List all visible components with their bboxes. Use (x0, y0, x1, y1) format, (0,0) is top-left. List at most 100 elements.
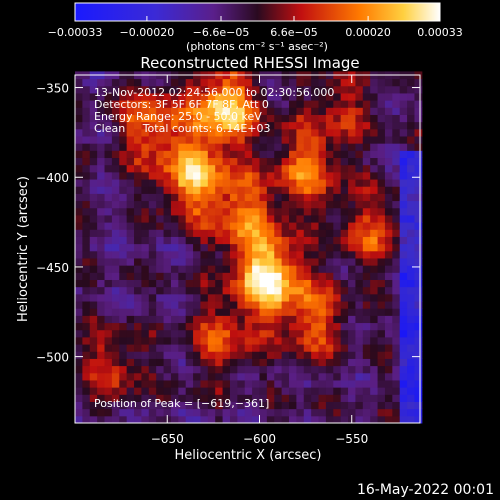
heatmap-cell (281, 301, 290, 309)
heatmap-cell (134, 394, 142, 402)
heatmap-cell (407, 387, 415, 395)
heatmap-cell (111, 107, 120, 115)
heatmap-cell (215, 293, 224, 302)
heatmap-cell (399, 301, 408, 309)
heatmap-cell (111, 92, 120, 101)
heatmap-cell (266, 329, 275, 338)
heatmap-cell (281, 308, 290, 316)
heatmap-cell (97, 286, 106, 295)
heatmap-cell (82, 179, 91, 187)
heatmap-cell (163, 250, 172, 259)
heatmap-cell (156, 344, 165, 352)
annotation-time-range: 13-Nov-2012 02:24:56.000 to 02:30:56.000 (94, 86, 334, 99)
heatmap-cell (274, 336, 283, 345)
heatmap-cell (392, 193, 401, 202)
heatmap-cell (318, 336, 327, 345)
heatmap-cell (377, 92, 386, 101)
heatmap-cell (178, 92, 187, 101)
heatmap-cell (296, 351, 305, 359)
heatmap-cell (141, 372, 150, 381)
heatmap-cell (289, 279, 297, 288)
heatmap-cell (200, 315, 209, 324)
heatmap-cell (414, 279, 423, 288)
heatmap-cell (407, 121, 415, 130)
heatmap-cell (333, 372, 342, 381)
heatmap-cell (325, 394, 334, 402)
heatmap-cell (340, 250, 349, 259)
heatmap-cell (104, 78, 113, 87)
heatmap-cell (296, 135, 305, 144)
heatmap-cell (104, 257, 113, 266)
heatmap-cell (318, 164, 327, 173)
heatmap-cell (348, 114, 356, 123)
heatmap-cell (318, 257, 327, 266)
heatmap-cell (289, 394, 297, 402)
heatmap-cell (303, 107, 312, 115)
heatmap-cell (399, 150, 408, 159)
heatmap-cell (141, 200, 150, 209)
heatmap-cell (126, 85, 135, 94)
heatmap-cell (111, 100, 120, 108)
heatmap-cell (178, 372, 187, 381)
heatmap-cell (274, 85, 283, 94)
heatmap-cell (281, 329, 290, 338)
heatmap-cell (141, 157, 150, 166)
heatmap-cell (170, 272, 179, 280)
heatmap-cell (237, 236, 246, 245)
annotations: 13-Nov-2012 02:24:56.000 to 02:30:56.000… (94, 86, 334, 410)
heatmap-cell (303, 351, 312, 359)
heatmap-cell (252, 379, 260, 388)
heatmap-cell (89, 114, 98, 123)
heatmap-cell (362, 257, 371, 266)
y-tick-label: −500 (36, 351, 69, 365)
heatmap-cell (141, 78, 150, 87)
heatmap-cell (333, 344, 342, 352)
heatmap-cell (82, 336, 91, 345)
heatmap-cell (414, 358, 423, 367)
heatmap-cell (392, 85, 401, 94)
heatmap-cell (325, 387, 334, 395)
heatmap-cell (222, 401, 231, 410)
heatmap-cell (104, 387, 113, 395)
heatmap-cell (348, 128, 356, 137)
heatmap-cell (311, 408, 320, 417)
heatmap-cell (141, 286, 150, 295)
heatmap-cell (141, 344, 150, 352)
heatmap-cell (89, 408, 98, 417)
heatmap-cell (414, 222, 423, 230)
heatmap-cell (75, 92, 83, 101)
heatmap-cell (281, 358, 290, 367)
heatmap-cell (119, 336, 128, 345)
heatmap-cell (399, 272, 408, 280)
heatmap-cell (178, 150, 187, 159)
heatmap-cell (281, 193, 290, 202)
heatmap-cell (141, 135, 150, 144)
heatmap-cell (311, 351, 320, 359)
heatmap-cell (392, 135, 401, 144)
heatmap-cell (296, 236, 305, 245)
heatmap-cell (252, 408, 260, 417)
heatmap-cell (311, 265, 320, 273)
heatmap-cell (148, 250, 157, 259)
heatmap-cell (207, 344, 216, 352)
heatmap-cell (126, 171, 135, 180)
heatmap-cell (414, 322, 423, 331)
heatmap-cell (252, 78, 260, 87)
heatmap-cell (185, 250, 194, 259)
heatmap-cell (75, 193, 83, 202)
heatmap-cell (104, 308, 113, 316)
heatmap-cell (207, 243, 216, 252)
heatmap-cell (325, 250, 334, 259)
heatmap-cell (134, 114, 142, 123)
heatmap-cell (229, 214, 238, 223)
heatmap-cell (296, 179, 305, 187)
heatmap-cell (377, 336, 386, 345)
heatmap-cell (274, 114, 283, 123)
heatmap-cell (407, 157, 415, 166)
heatmap-cell (178, 286, 187, 295)
heatmap-cell (266, 78, 275, 87)
heatmap-cell (222, 257, 231, 266)
heatmap-cell (193, 358, 201, 367)
heatmap-cell (119, 329, 128, 338)
heatmap-cell (252, 344, 260, 352)
